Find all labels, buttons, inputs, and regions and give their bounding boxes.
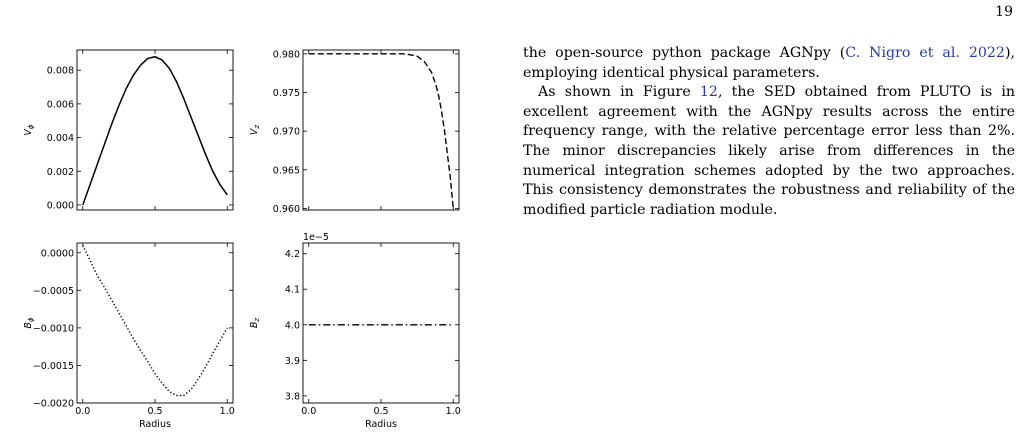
y-tick-label: 4.0 — [285, 320, 300, 331]
y-tick-label: 0.960 — [273, 204, 300, 215]
y-tick-label: 3.9 — [285, 356, 300, 367]
paragraph-1: the open-source python package AGNpy (C.… — [523, 44, 1015, 83]
paragraph-2-text-a: As shown in Figure — [538, 84, 700, 101]
citation-link[interactable]: C. Nigro et al. 2022 — [845, 45, 1005, 61]
y-tick-label: −0.0020 — [33, 399, 74, 410]
y-tick-label: 0.006 — [47, 99, 74, 110]
y-tick-label: 0.975 — [273, 88, 300, 99]
y-axis-label: Vz — [249, 125, 261, 136]
series-line-v-phi — [82, 55, 228, 206]
x-axis-label: Radius — [365, 419, 397, 430]
series-line-b-phi — [82, 244, 228, 397]
y-tick-label: 0.970 — [273, 127, 300, 138]
y-tick-label: 0.980 — [273, 49, 300, 60]
panel-v-z: 0.960 0.965 0.970 0.975 0.980 Vz — [249, 49, 460, 215]
y-tick-label: 0.002 — [47, 167, 74, 178]
panel-v-phi: 0.000 0.002 0.004 0.006 0.008 Vϕ — [23, 49, 234, 211]
y-tick-label: 0.0000 — [41, 248, 74, 259]
y-tick-label: 0.965 — [273, 165, 300, 176]
y-tick-label: 0.008 — [47, 66, 74, 77]
y-tick-label: 0.000 — [47, 200, 74, 211]
y-tick-label: −0.0010 — [33, 323, 74, 334]
axes-frame — [76, 49, 234, 211]
figure-panels: 0.000 0.002 0.004 0.006 0.008 Vϕ 0.960 0.965 0.9… — [0, 38, 480, 436]
axes-frame — [76, 242, 234, 404]
y-axis-label: Bz — [249, 318, 261, 329]
y-tick-label: −0.0015 — [33, 361, 74, 372]
body-text: the open-source python package AGNpy (C.… — [523, 44, 1015, 220]
y-tick-label: −0.0005 — [33, 286, 74, 297]
y-tick-label: 4.2 — [285, 249, 300, 260]
panel-b-z: 3.8 3.9 4.0 4.1 4.2 0.0 0.5 1.0 Bz Radius 1e−5 — [249, 232, 461, 430]
figure-svg: 0.0000.0020.0040.0060.008Vϕ0.9600.9650.9… — [23, 49, 461, 430]
paragraph-1-text-a: the open-source python package AGNpy ( — [523, 45, 846, 61]
axes-frame — [302, 242, 460, 404]
axes-frame — [302, 49, 460, 211]
paragraph-1-text-b: ), employing identical physical paramete… — [523, 45, 1015, 81]
x-tick-label: 1.0 — [220, 406, 235, 417]
figure-reference-link[interactable]: 12 — [699, 84, 718, 101]
page-number: 19 — [995, 4, 1013, 20]
x-axis-label: Radius — [139, 419, 171, 430]
y-axis-label: Bϕ — [23, 317, 35, 329]
y-tick-label: 4.1 — [285, 285, 300, 296]
x-tick-label: 0.0 — [75, 406, 90, 417]
x-tick-label: 1.0 — [446, 406, 461, 417]
y-tick-label: 0.004 — [47, 133, 74, 144]
y-axis-label: Vϕ — [23, 124, 35, 136]
x-tick-label: 0.5 — [147, 406, 162, 417]
x-tick-label: 0.5 — [373, 406, 388, 417]
paragraph-2: As shown in Figure 12, the SED obtained … — [523, 83, 1015, 220]
x-tick-label: 0.0 — [301, 406, 316, 417]
offset-text: 1e−5 — [303, 232, 329, 243]
series-line-v-z — [308, 53, 454, 209]
y-tick-label: 3.8 — [285, 391, 300, 402]
paragraph-2-text-b: , the SED obtained from PLUTO is in exce… — [523, 84, 1016, 218]
